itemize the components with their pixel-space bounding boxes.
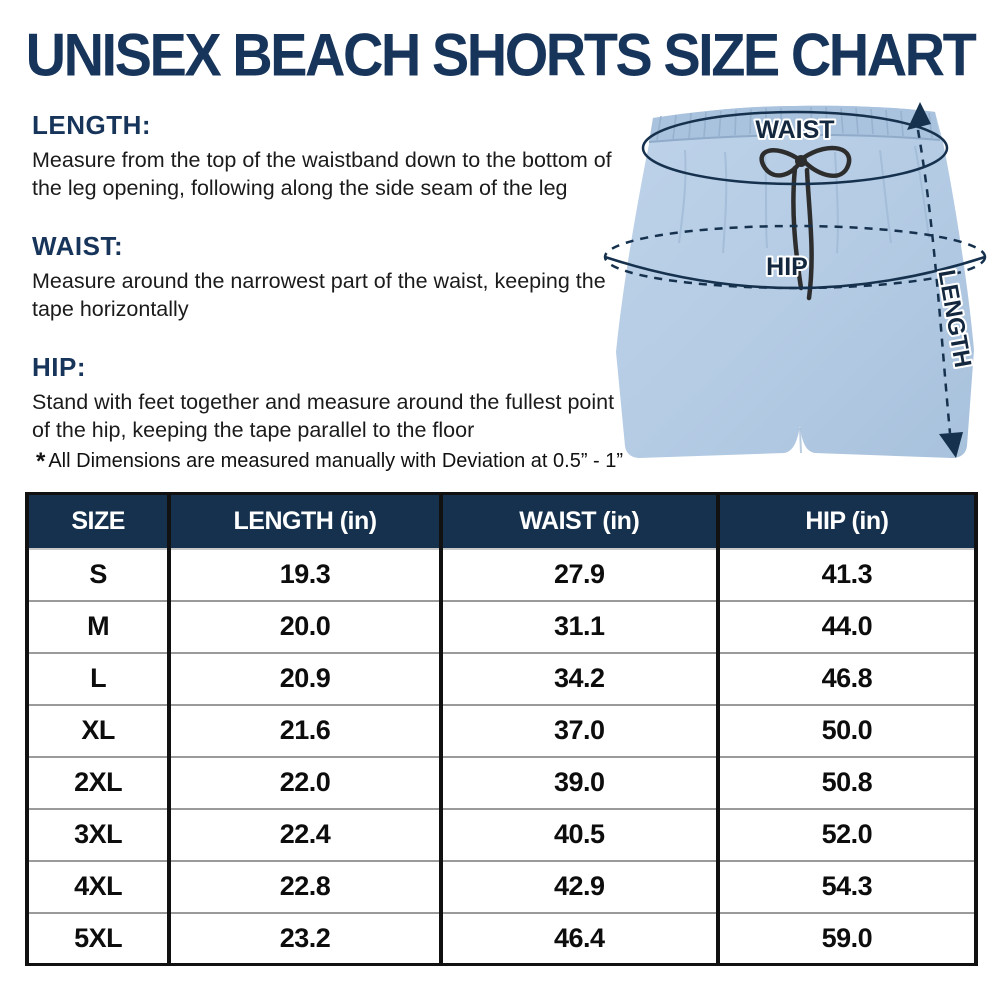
length-cell: 20.9 [167,651,443,706]
hip-cell: 46.8 [715,651,979,706]
waist-cell: 40.5 [438,807,720,862]
table-row: 3XL 22.4 40.5 52.0 [24,807,979,862]
hip-cell: 50.0 [715,703,979,758]
length-cell: 19.3 [167,547,443,602]
column-header-size: SIZE [24,493,172,550]
deviation-note-text: All Dimensions are measured manually wit… [48,450,624,472]
waist-cell: 46.4 [438,911,720,966]
asterisk: * [36,448,46,475]
hip-ellipse-front [604,255,986,290]
hip-instruction: HIP: Stand with feet together and measur… [32,352,624,445]
length-cell: 22.4 [167,807,443,862]
table-row: M 20.0 31.1 44.0 [24,599,979,654]
column-header-length: LENGTH (in) [167,493,443,550]
length-cell: 22.0 [167,755,443,810]
length-cell: 21.6 [167,703,443,758]
waist-cell: 42.9 [438,859,720,914]
waist-cell: 31.1 [438,599,720,654]
size-cell: 5XL [24,911,172,966]
table-row: XL 21.6 37.0 50.0 [24,703,979,758]
shorts-graphic [616,105,974,458]
hip-description: Stand with feet together and measure aro… [32,389,615,442]
waist-cell: 39.0 [438,755,720,810]
size-chart-table: SIZE LENGTH (in) WAIST (in) HIP (in) S 1… [24,492,979,966]
table-header-row: SIZE LENGTH (in) WAIST (in) HIP (in) [24,493,979,550]
hip-cell: 54.3 [715,859,979,914]
length-heading: LENGTH: [32,110,152,140]
length-arrow [907,102,963,458]
hip-cell: 44.0 [715,599,979,654]
page-title: UNISEX BEACH SHORTS SIZE CHART [25,20,977,89]
column-header-hip: HIP (in) [715,493,979,550]
size-cell: S [24,547,172,602]
table-row: 4XL 22.8 42.9 54.3 [24,859,979,914]
column-header-waist: WAIST (in) [438,493,720,550]
waist-cell: 34.2 [438,651,720,706]
length-cell: 20.0 [167,599,443,654]
size-cell: L [24,651,172,706]
measurement-instructions: LENGTH: Measure from the top of the wais… [32,110,624,472]
size-table-container: SIZE LENGTH (in) WAIST (in) HIP (in) S 1… [24,492,979,966]
table-row: L 20.9 34.2 46.8 [24,651,979,706]
table-row: 2XL 22.0 39.0 50.8 [24,755,979,810]
waist-heading: WAIST: [32,230,124,261]
length-cell: 23.2 [167,911,443,966]
hip-cell: 50.8 [715,755,979,810]
hip-cell: 59.0 [715,911,979,966]
hip-label: HIP [766,253,808,281]
length-cell: 22.8 [167,859,443,914]
table-row: 5XL 23.2 46.4 59.0 [24,911,979,966]
waist-description: Measure around the narrowest part of the… [32,268,606,322]
hip-cell: 41.3 [715,547,979,602]
waist-cell: 37.0 [438,703,720,758]
waist-cell: 27.9 [438,547,720,602]
hip-cell: 52.0 [715,807,979,862]
size-cell: 2XL [24,755,172,810]
shorts-diagram: WAIST HIP LENGTH [603,102,987,458]
waist-ellipse [641,110,949,186]
size-cell: XL [24,703,172,758]
waist-label: WAIST [755,116,834,144]
size-cell: 4XL [24,859,172,914]
waist-instruction: WAIST: Measure around the narrowest part… [32,231,624,324]
hip-heading: HIP: [32,351,86,382]
length-description: Measure from the top of the waistband do… [32,148,612,201]
table-row: S 19.3 27.9 41.3 [24,547,979,602]
size-cell: 3XL [24,807,172,862]
deviation-note: * All Dimensions are measured manually wi… [36,446,656,475]
length-instruction: LENGTH: Measure from the top of the wais… [32,110,624,203]
size-cell: M [24,599,172,654]
